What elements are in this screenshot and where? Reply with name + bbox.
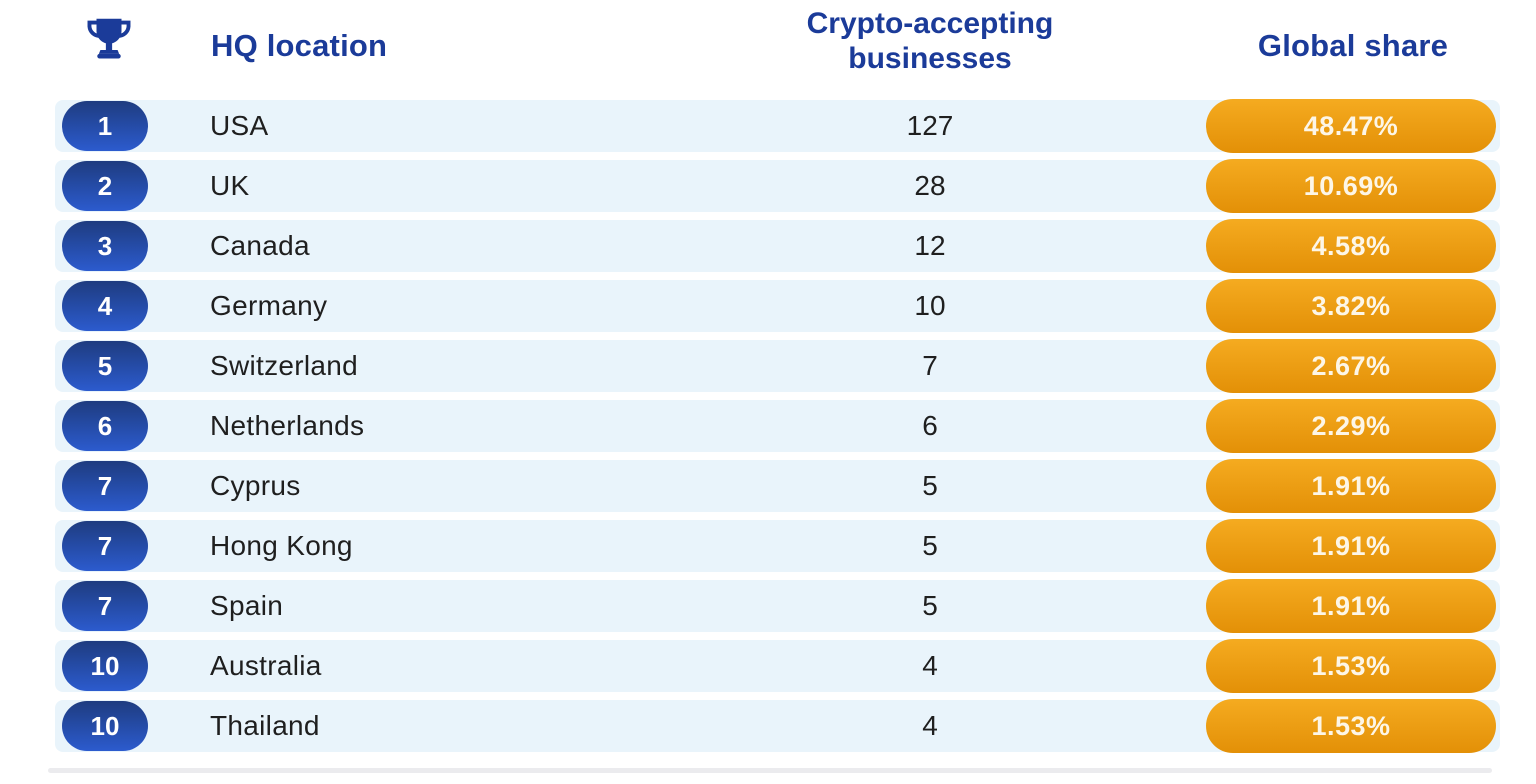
global-share-badge: 10.69% (1206, 159, 1496, 213)
global-share-badge: 4.58% (1206, 219, 1496, 273)
businesses-count: 12 (914, 230, 946, 261)
rank-badge: 7 (62, 461, 148, 511)
global-share-badge: 48.47% (1206, 99, 1496, 153)
country-label: UK (210, 170, 250, 201)
table-row: 10 Australia 4 1.53% (55, 639, 1500, 693)
table-row: 7 Hong Kong 5 1.91% (55, 519, 1500, 573)
businesses-count: 10 (914, 290, 946, 321)
header-hq-location: HQ location (211, 28, 388, 63)
country-label: Spain (210, 590, 284, 621)
table-row: 4 Germany 10 3.82% (55, 279, 1500, 333)
country-label: Hong Kong (210, 530, 353, 561)
country-label: Cyprus (210, 470, 301, 501)
bottom-divider (48, 768, 1492, 773)
header-crypto-accepting-businesses: Crypto-accepting businesses (760, 6, 1100, 76)
table-row: 1 USA 127 48.47% (55, 99, 1500, 153)
businesses-count: 4 (922, 710, 938, 741)
businesses-count: 7 (922, 350, 938, 381)
country-label: Canada (210, 230, 310, 261)
table-row: 2 UK 28 10.69% (55, 159, 1500, 213)
table-row: 6 Netherlands 6 2.29% (55, 399, 1500, 453)
rank-badge: 4 (62, 281, 148, 331)
global-share-badge: 1.91% (1206, 579, 1496, 633)
businesses-count: 127 (906, 110, 954, 141)
table-row: 7 Spain 5 1.91% (55, 579, 1500, 633)
rank-badge: 1 (62, 101, 148, 151)
table-header: HQ location Crypto-accepting businesses … (0, 0, 1536, 100)
trophy-icon (84, 12, 134, 66)
global-share-badge: 1.53% (1206, 639, 1496, 693)
country-label: Switzerland (210, 350, 359, 381)
rank-badge: 2 (62, 161, 148, 211)
country-label: Germany (210, 290, 328, 321)
rank-badge: 6 (62, 401, 148, 451)
global-share-badge: 1.91% (1206, 519, 1496, 573)
table-row: 10 Thailand 4 1.53% (55, 699, 1500, 753)
businesses-count: 5 (922, 470, 938, 501)
global-share-badge: 2.67% (1206, 339, 1496, 393)
businesses-count: 28 (914, 170, 946, 201)
rank-badge: 10 (62, 641, 148, 691)
businesses-count: 5 (922, 590, 938, 621)
global-share-badge: 2.29% (1206, 399, 1496, 453)
rank-badge: 3 (62, 221, 148, 271)
header-businesses-line1: Crypto-accepting (806, 7, 1054, 40)
country-label: Netherlands (210, 410, 365, 441)
table-row: 7 Cyprus 5 1.91% (55, 459, 1500, 513)
header-businesses-line2: businesses (848, 42, 1012, 75)
country-label: Australia (210, 650, 322, 681)
global-share-badge: 1.91% (1206, 459, 1496, 513)
businesses-count: 4 (922, 650, 938, 681)
country-label: USA (210, 110, 269, 141)
table-row: 5 Switzerland 7 2.67% (55, 339, 1500, 393)
table-row: 3 Canada 12 4.58% (55, 219, 1500, 273)
businesses-count: 5 (922, 530, 938, 561)
global-share-badge: 1.53% (1206, 699, 1496, 753)
country-label: Thailand (210, 710, 320, 741)
header-global-share: Global share (1257, 28, 1449, 63)
ranking-table-body: 1 USA 127 48.47% 2 UK 28 10.69% 3 Canada… (0, 99, 1536, 753)
rank-badge: 7 (62, 581, 148, 631)
rank-badge: 10 (62, 701, 148, 751)
rank-badge: 7 (62, 521, 148, 571)
rank-badge: 5 (62, 341, 148, 391)
global-share-badge: 3.82% (1206, 279, 1496, 333)
businesses-count: 6 (922, 410, 938, 441)
